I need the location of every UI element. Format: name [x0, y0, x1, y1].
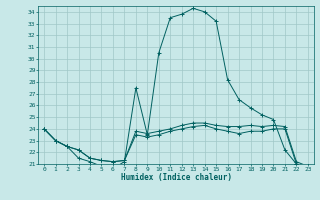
X-axis label: Humidex (Indice chaleur): Humidex (Indice chaleur)	[121, 173, 231, 182]
